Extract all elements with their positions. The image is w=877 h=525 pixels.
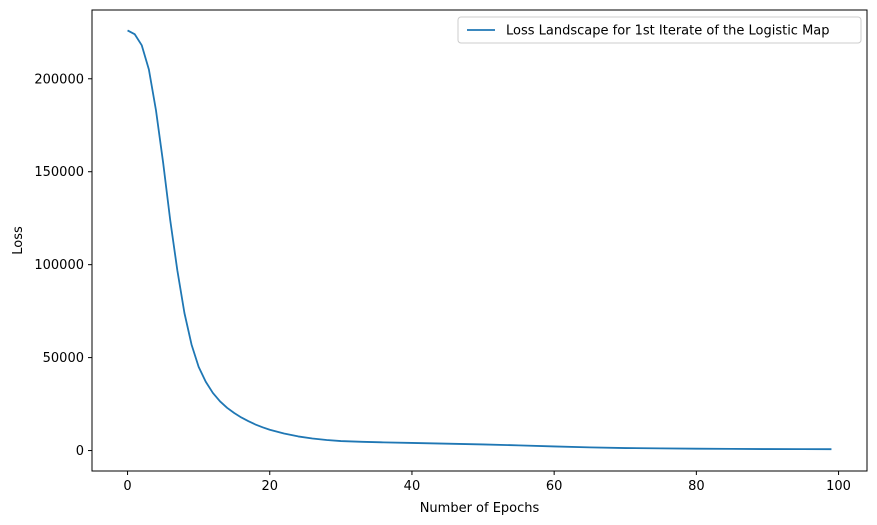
x-tick-label: 100 xyxy=(826,479,851,494)
plot-frame xyxy=(91,9,868,472)
y-tick-label: 200000 xyxy=(34,72,84,87)
y-tick-label: 100000 xyxy=(34,258,84,273)
series-line xyxy=(127,29,832,451)
x-tick-label: 60 xyxy=(546,479,563,494)
plot-line-layer xyxy=(127,29,832,451)
x-axis-label: Number of Epochs xyxy=(420,501,540,516)
x-tick-label: 40 xyxy=(404,479,421,494)
legend: Loss Landscape for 1st Iterate of the Lo… xyxy=(457,16,862,44)
y-tick-label: 150000 xyxy=(34,165,84,180)
y-tick-label: 50000 xyxy=(43,351,84,366)
x-tick-label: 80 xyxy=(688,479,705,494)
legend-label: Loss Landscape for 1st Iterate of the Lo… xyxy=(506,24,830,39)
legend-box xyxy=(457,16,862,44)
x-tick-label: 0 xyxy=(123,479,131,494)
y-tick-label: 0 xyxy=(76,444,84,459)
x-tick-label: 20 xyxy=(261,479,278,494)
ticks-layer: 0 20 40 60 80 100 0 50000 100000 150000 200000 xyxy=(34,72,851,494)
y-axis-label: Loss xyxy=(11,226,26,255)
